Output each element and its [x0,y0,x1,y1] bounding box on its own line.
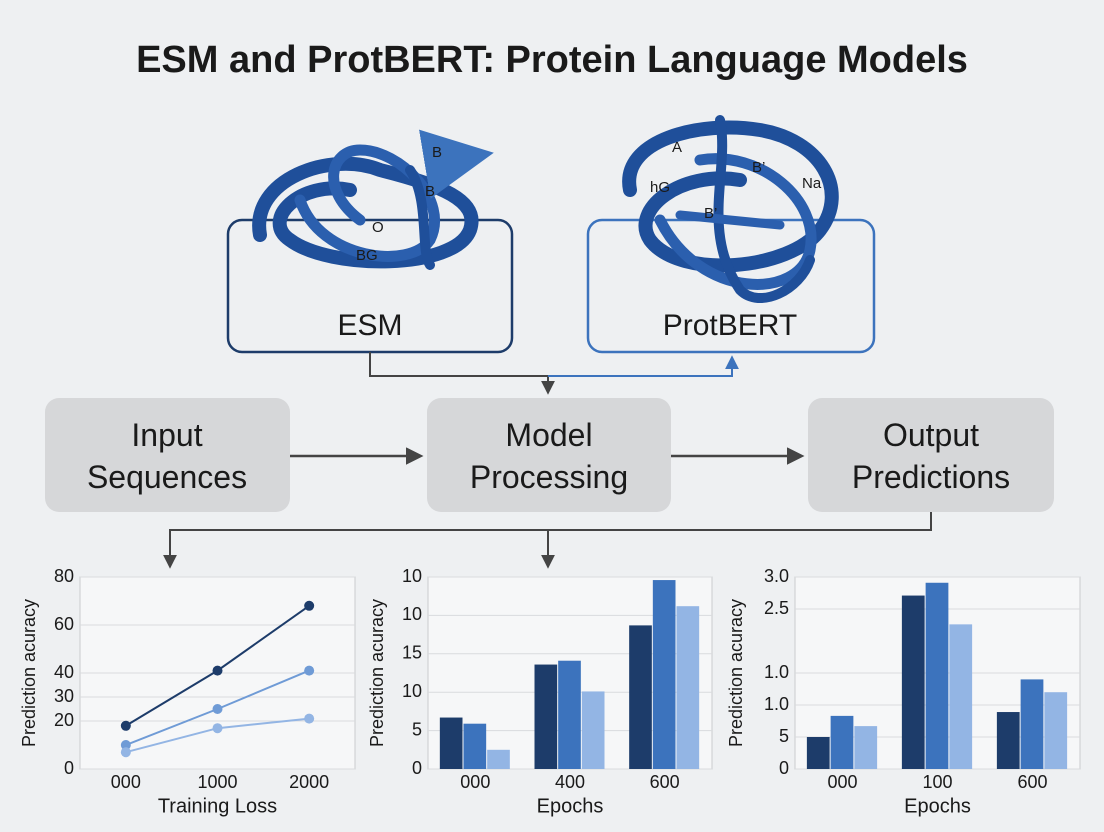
annotation: B’ [704,205,717,222]
y-axis-label: Prediction acuracy [19,599,39,747]
annotation: O [372,219,384,236]
flow-line: Output [883,417,979,453]
flow-label: Model Processing [470,417,628,495]
bar [1020,679,1044,769]
flow-line: Processing [470,459,628,495]
y-tick-label: 20 [54,710,74,730]
bar [676,606,700,769]
point [120,720,131,731]
protbert-protein [622,115,839,304]
y-axis-label: Prediction acuracy [726,599,746,747]
model-name: ESM [337,309,402,342]
y-tick-label: 80 [54,566,74,586]
bar [925,582,949,769]
point [304,713,315,724]
annotation: A [672,139,682,156]
bar [534,664,558,769]
point [304,665,315,676]
y-tick-label: 10 [402,566,422,586]
y-tick-label: 2.5 [764,598,789,618]
connector [369,352,555,395]
point [120,740,131,750]
annotation: B [432,144,442,161]
model-name: ProtBERT [663,309,798,342]
flow-box [808,398,1054,512]
x-tick-label: 000 [827,772,857,792]
flow-label: Input Sequences [87,417,247,495]
x-tick-label: 000 [111,772,141,792]
flow-label: Output Predictions [852,417,1010,495]
bar [558,660,581,769]
y-tick-label: 10 [402,681,422,701]
annotation: hG [650,179,670,196]
x-axis-label: Epochs [537,795,604,817]
y-tick-label: 15 [402,643,422,663]
x-tick-label: 1000 [197,772,237,792]
bar [1044,692,1068,769]
y-tick-label: 0 [412,758,422,778]
annotation: Na [802,175,822,192]
flow-line: Input [131,417,202,453]
connector [548,355,739,377]
point [212,723,223,734]
y-axis-label: Prediction acuracy [367,599,387,747]
bar [487,749,510,769]
x-tick-label: 400 [555,772,585,792]
bar [652,580,676,769]
bar [439,717,463,769]
bar [629,625,652,769]
y-tick-label: 3.0 [764,566,789,586]
y-tick-label: 5 [779,726,789,746]
bar [463,723,487,769]
bar [901,595,925,769]
bar [581,691,605,769]
x-tick-label: 100 [922,772,952,792]
y-tick-label: 1.0 [764,662,789,682]
x-axis-label: Epochs [904,795,971,817]
annotation: B’ [752,159,765,176]
flow-box [45,398,290,512]
bar [854,726,878,769]
y-tick-label: 30 [54,686,74,706]
point [212,704,223,714]
y-tick-label: 0 [64,758,74,778]
y-tick-label: 5 [412,719,422,739]
flow-line: Model [505,417,592,453]
annotation: B [425,183,435,200]
point [304,600,315,611]
bar [806,737,830,769]
esm-protein [252,129,494,270]
flow-line: Predictions [852,459,1010,495]
y-tick-label: 10 [402,604,422,624]
y-tick-label: 60 [54,614,74,634]
x-tick-label: 2000 [289,772,329,792]
flow-box [427,398,671,512]
annotations: B B O BG A B’ hG Na B’ [356,139,822,264]
bar [996,712,1020,769]
y-tick-label: 0 [779,758,789,778]
point [120,747,131,758]
x-axis-label: Training Loss [158,795,277,817]
x-tick-label: 600 [1017,772,1047,792]
y-tick-label: 1.0 [764,694,789,714]
point [212,665,223,676]
flow-line: Sequences [87,459,247,495]
connector [163,512,932,569]
y-tick-label: 40 [54,662,74,682]
bar [830,715,854,769]
bar [949,624,973,769]
x-tick-label: 600 [650,772,680,792]
title: ESM and ProtBERT: Protein Language Model… [136,39,968,81]
x-tick-label: 000 [460,772,490,792]
annotation: BG [356,247,378,264]
